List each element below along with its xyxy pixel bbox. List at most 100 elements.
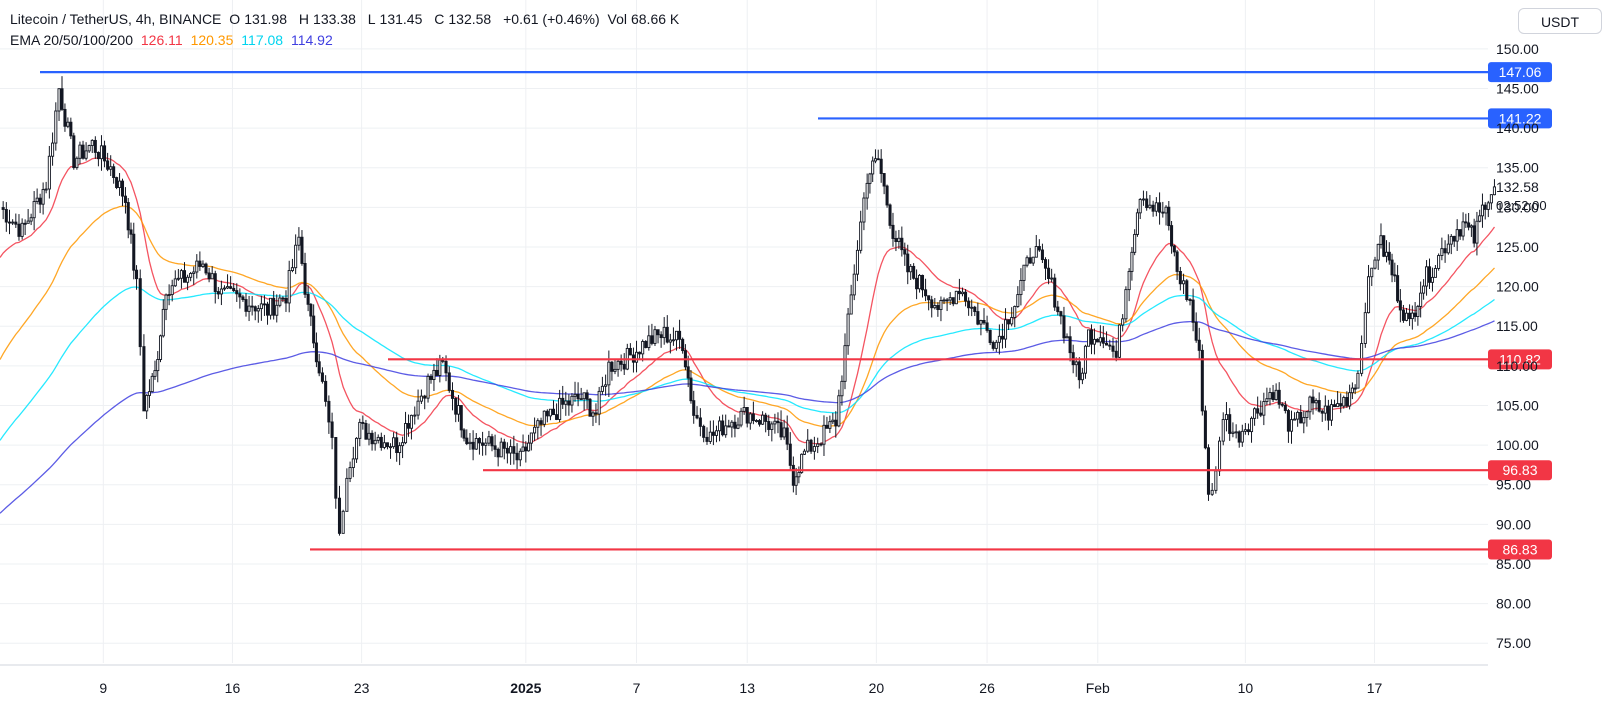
candle [1101, 325, 1105, 349]
candle-body [628, 347, 632, 356]
candle-body [272, 297, 276, 316]
candle [686, 355, 690, 388]
candle-body [75, 157, 79, 169]
candle-body [951, 297, 955, 305]
candle-body [576, 393, 580, 400]
candle [158, 334, 163, 363]
candle-body [1289, 419, 1294, 432]
candle-body [721, 420, 725, 436]
candle [1138, 198, 1142, 220]
candle [44, 181, 48, 194]
candle-body [533, 426, 537, 434]
candle [607, 350, 611, 397]
candle-body [1214, 470, 1218, 491]
candle-body [250, 305, 254, 308]
candle [1197, 327, 1201, 359]
candle-body [885, 185, 889, 206]
candle-body [1483, 204, 1487, 210]
currency-button[interactable]: USDT [1518, 8, 1602, 34]
candle [1080, 367, 1084, 385]
candle [370, 430, 374, 451]
candle [828, 415, 832, 434]
candle-body [1440, 248, 1444, 256]
candle-body [370, 432, 374, 445]
candle [610, 361, 614, 381]
candle-body [900, 237, 904, 251]
high-label: H [298, 11, 310, 27]
candle [862, 192, 866, 231]
candle [1161, 201, 1165, 218]
ema-label[interactable]: EMA 20/50/100/200 [10, 32, 133, 48]
candle [616, 359, 620, 377]
candle-body [542, 410, 546, 425]
candle-body [1158, 202, 1162, 213]
candle [26, 209, 30, 224]
candle [376, 434, 380, 444]
current-price-label: 132.58 [1496, 179, 1539, 195]
candle-body [859, 221, 863, 251]
candle-body [1323, 405, 1327, 414]
candle-body [1138, 199, 1142, 214]
candle-body [515, 452, 519, 461]
candle [297, 227, 301, 251]
candle-body [1105, 342, 1109, 346]
candle-body [1265, 398, 1269, 403]
candle [207, 267, 211, 283]
candle-body [1089, 329, 1094, 345]
candle [361, 415, 365, 430]
candle-body [1050, 277, 1054, 280]
candle-body [35, 197, 39, 202]
candle [1145, 191, 1149, 211]
candle [364, 419, 368, 440]
candle [75, 156, 79, 170]
candle [542, 410, 546, 428]
candle [373, 431, 377, 451]
candle [1249, 416, 1254, 443]
candle-body [1188, 299, 1192, 301]
candle [93, 136, 97, 159]
candle [1256, 396, 1260, 419]
candle [1384, 240, 1389, 263]
symbol-title[interactable]: Litecoin / TetherUS, 4h, BINANCE [10, 11, 222, 27]
candle-body [1154, 202, 1158, 212]
candle [1151, 200, 1155, 217]
candle [367, 423, 371, 446]
candle-body [692, 400, 696, 416]
candle [385, 442, 389, 450]
candle [1089, 324, 1094, 355]
candle [852, 264, 856, 301]
candle [1430, 267, 1434, 292]
candle-body [120, 180, 125, 197]
candle-body [195, 260, 199, 273]
candle-body [1127, 270, 1131, 291]
candle-body [1348, 392, 1352, 407]
candle [767, 414, 771, 437]
candle-body [1410, 312, 1414, 320]
candle [1271, 384, 1275, 403]
candle-body [909, 265, 913, 273]
candle [1320, 409, 1324, 422]
candle-body [1393, 274, 1397, 277]
candle [278, 294, 282, 308]
candle [809, 438, 813, 454]
candle [173, 270, 177, 287]
candle-body [754, 420, 758, 422]
candle [788, 432, 792, 470]
candle [459, 405, 463, 438]
candle [90, 139, 94, 154]
candle-body [761, 414, 765, 425]
candle-body [1467, 222, 1471, 228]
candle [1413, 302, 1417, 322]
candle-body [138, 278, 142, 348]
candle [1314, 398, 1318, 411]
candle-body [29, 217, 33, 222]
candle [1305, 411, 1309, 427]
candle [109, 155, 113, 177]
candle [1047, 259, 1051, 285]
candle-body [373, 439, 377, 445]
candle [327, 395, 331, 434]
candle [1185, 279, 1189, 302]
candle-body [930, 299, 934, 309]
candle [1419, 281, 1423, 318]
price-tick-label: 145.00 [1496, 80, 1539, 96]
